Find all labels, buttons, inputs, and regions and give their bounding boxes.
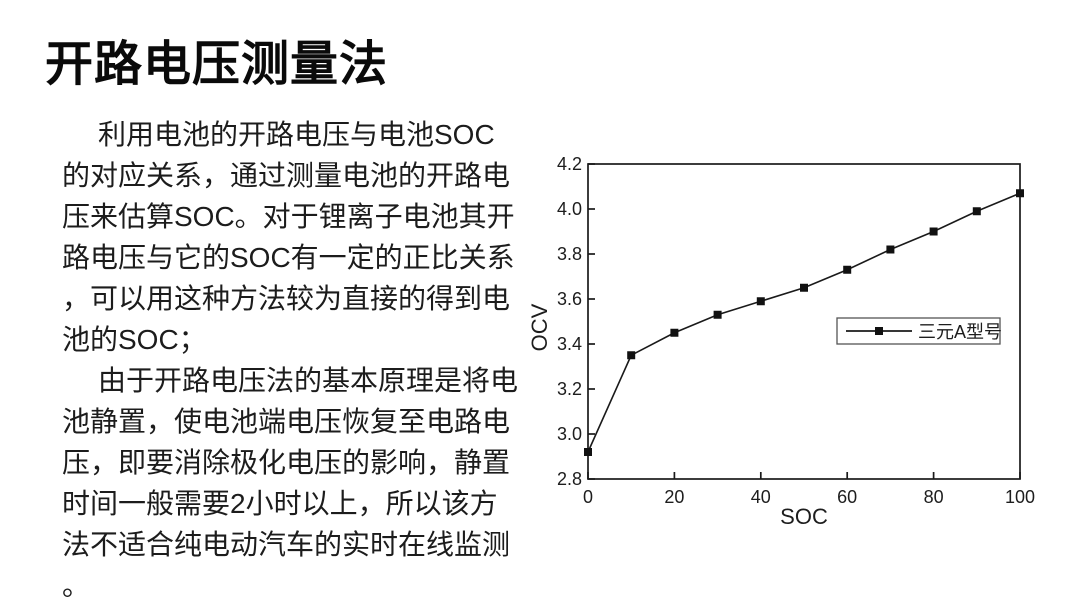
legend-label: 三元A型号 [918, 322, 1002, 342]
data-point-marker [1016, 189, 1024, 198]
x-axis-label: SOC [780, 504, 828, 529]
y-tick-label: 4.2 [557, 154, 582, 174]
x-tick-label: 80 [924, 487, 944, 507]
ocv-chart: 0 20 40 60 80 100 2.8 3.0 3.2 3.4 3.6 3.8 4.0 4.2 SOC O… [527, 154, 1035, 529]
paragraph-1: 利用电池的开路电压与电池SOC 的对应关系，通过测量电池的开路电 压来估算SOC… [62, 119, 515, 355]
y-tick-label: 3.2 [557, 379, 582, 399]
y-tick-label: 2.8 [557, 469, 582, 489]
data-point-marker [886, 245, 895, 254]
y-tick-label: 4.0 [557, 199, 582, 219]
data-point-marker [800, 283, 808, 292]
x-tick-label: 20 [664, 487, 684, 507]
data-point-marker [713, 310, 722, 319]
data-point-marker [756, 297, 765, 306]
data-point-marker [670, 328, 679, 337]
y-tick-label: 3.4 [557, 334, 582, 354]
y-tick-label: 3.8 [557, 244, 582, 264]
x-tick-label: 40 [751, 487, 771, 507]
data-point-marker [929, 227, 938, 236]
data-point-marker [584, 448, 592, 456]
plot-frame [587, 163, 1021, 480]
x-tick-label: 0 [583, 487, 593, 507]
body-text: 利用电池的开路电压与电池SOC 的对应关系，通过测量电池的开路电 压来估算SOC… [62, 114, 532, 606]
data-point-marker [972, 207, 981, 216]
y-tick-label: 3.0 [557, 424, 582, 444]
data-point-marker [627, 351, 636, 360]
y-tick-label: 3.6 [557, 289, 582, 309]
data-point-marker [843, 265, 852, 274]
y-axis-label: OCV [527, 303, 552, 351]
legend-sample-marker [875, 327, 883, 335]
slide-title: 开路电压测量法 [45, 38, 389, 91]
x-tick-label: 60 [837, 487, 857, 507]
paragraph-2: 由于开路电压法的基本原理是将电 池静置，使电池端电压恢复至电路电 压，即要消除极… [62, 365, 519, 601]
x-tick-label: 100 [1005, 487, 1035, 507]
